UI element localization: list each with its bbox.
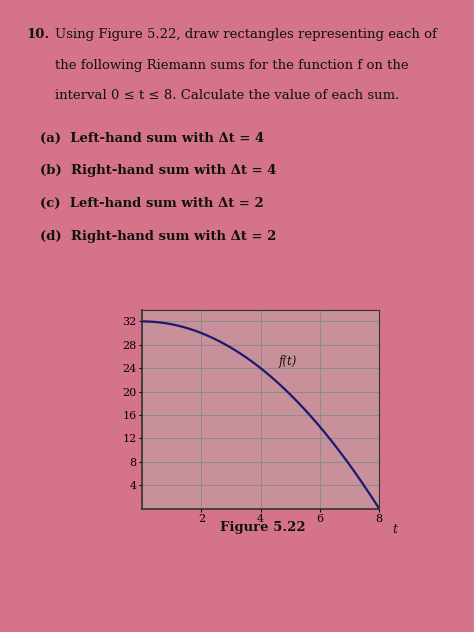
Text: (c)  Left-hand sum with Δt = 2: (c) Left-hand sum with Δt = 2 xyxy=(40,197,264,210)
Text: (a)  Left-hand sum with Δt = 4: (a) Left-hand sum with Δt = 4 xyxy=(40,131,264,145)
Text: Figure 5.22: Figure 5.22 xyxy=(220,521,306,535)
Text: f(t): f(t) xyxy=(279,355,297,368)
Text: Using Figure 5.22, draw rectangles representing each of: Using Figure 5.22, draw rectangles repre… xyxy=(55,28,437,42)
Text: t: t xyxy=(392,523,398,536)
Text: (b)  Right-hand sum with Δt = 4: (b) Right-hand sum with Δt = 4 xyxy=(40,164,277,178)
Text: 10.: 10. xyxy=(26,28,49,42)
Text: the following Riemann sums for the function f on the: the following Riemann sums for the funct… xyxy=(55,59,408,72)
Text: interval 0 ≤ t ≤ 8. Calculate the value of each sum.: interval 0 ≤ t ≤ 8. Calculate the value … xyxy=(55,89,399,102)
Text: (d)  Right-hand sum with Δt = 2: (d) Right-hand sum with Δt = 2 xyxy=(40,230,277,243)
